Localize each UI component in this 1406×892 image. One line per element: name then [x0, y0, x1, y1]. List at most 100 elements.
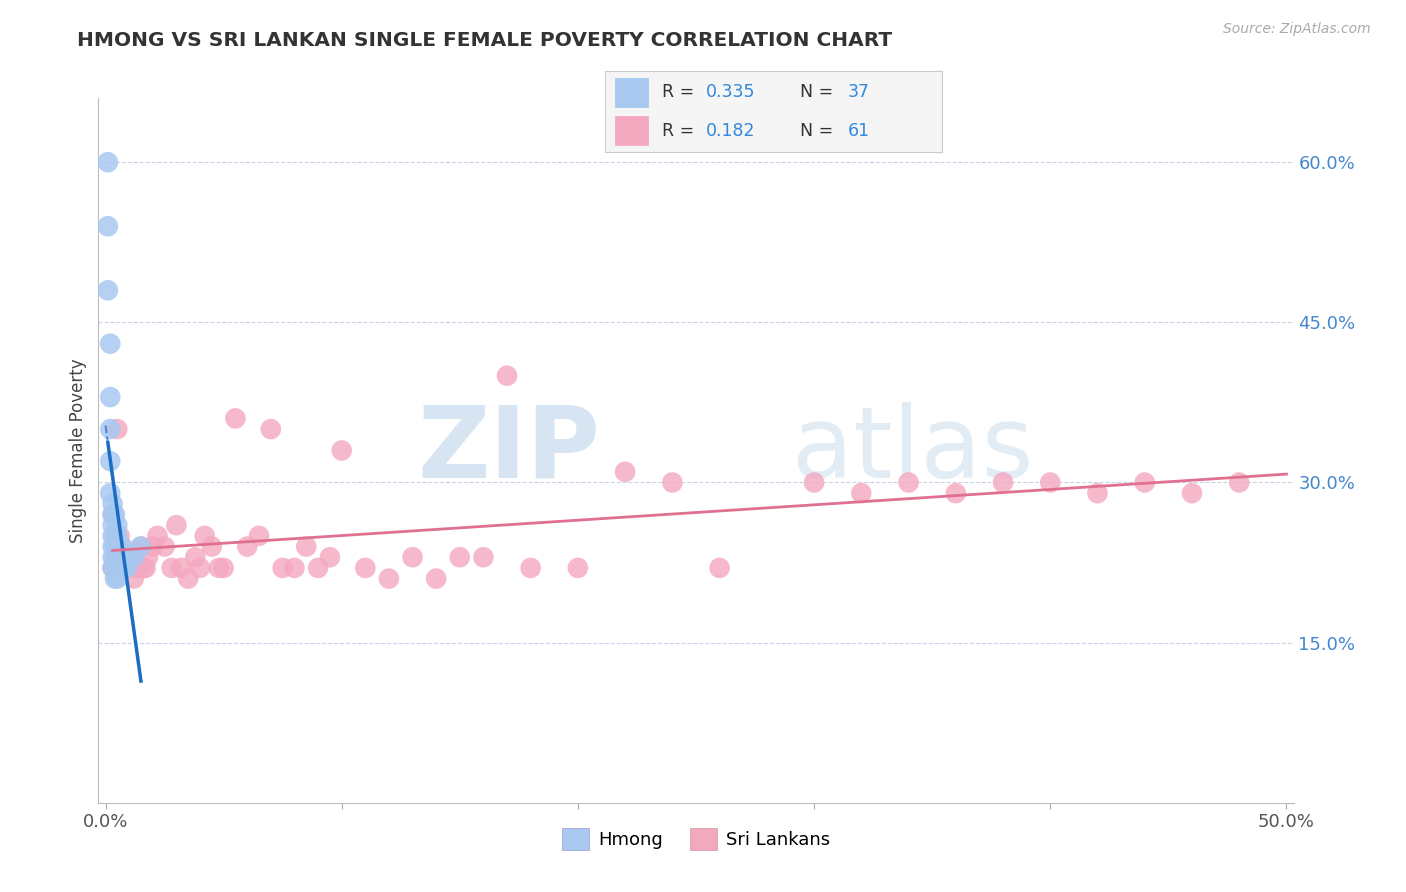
Point: [97, 219, 120, 234]
Text: N =: N =: [800, 122, 839, 140]
Point: [567, 561, 589, 575]
Point: [153, 540, 176, 554]
Point: [104, 572, 127, 586]
Text: atlas: atlas: [792, 402, 1033, 499]
Point: [142, 540, 165, 554]
Point: [98, 336, 121, 351]
Point: [101, 550, 124, 565]
Point: [201, 540, 224, 554]
Point: [614, 465, 637, 479]
Point: [105, 572, 128, 586]
Point: [101, 540, 124, 554]
Point: [108, 529, 131, 543]
Point: [104, 540, 127, 554]
Point: [97, 283, 120, 297]
Point: [991, 475, 1014, 490]
Point: [247, 529, 270, 543]
Point: [425, 572, 447, 586]
Point: [709, 561, 731, 575]
Point: [125, 561, 148, 575]
Point: [104, 529, 127, 543]
Point: [236, 540, 259, 554]
Point: [104, 508, 127, 522]
Point: [118, 550, 141, 565]
Point: [378, 572, 401, 586]
Point: [121, 561, 143, 575]
Bar: [614, 78, 648, 107]
Point: [115, 561, 138, 575]
Text: N =: N =: [800, 83, 839, 101]
Point: [661, 475, 683, 490]
Point: [165, 518, 187, 533]
Point: [519, 561, 541, 575]
Point: [118, 550, 141, 565]
Point: [184, 550, 207, 565]
Point: [307, 561, 329, 575]
Text: R =: R =: [662, 83, 700, 101]
Point: [449, 550, 471, 565]
Point: [111, 540, 134, 554]
Point: [354, 561, 377, 575]
Point: [108, 540, 131, 554]
Text: ZIP: ZIP: [418, 402, 600, 499]
Point: [108, 550, 131, 565]
Point: [135, 561, 157, 575]
Bar: [614, 116, 648, 145]
Point: [112, 561, 135, 575]
Point: [330, 443, 353, 458]
Text: 0.182: 0.182: [706, 122, 755, 140]
Point: [136, 550, 159, 565]
Point: [97, 155, 120, 169]
Point: [260, 422, 283, 436]
Legend: Hmong, Sri Lankans: Hmong, Sri Lankans: [554, 821, 838, 857]
Point: [319, 550, 342, 565]
Point: [803, 475, 825, 490]
Point: [105, 422, 128, 436]
Point: [101, 508, 124, 522]
Point: [112, 561, 135, 575]
Point: [98, 486, 121, 500]
Point: [105, 550, 128, 565]
Point: [101, 497, 124, 511]
Point: [104, 529, 127, 543]
Text: 0.335: 0.335: [706, 83, 755, 101]
Point: [129, 540, 152, 554]
Point: [111, 540, 134, 554]
Point: [224, 411, 246, 425]
Point: [122, 550, 145, 565]
Text: R =: R =: [662, 122, 700, 140]
Point: [101, 561, 124, 575]
Point: [1039, 475, 1062, 490]
Point: [160, 561, 183, 575]
Point: [101, 561, 124, 575]
Point: [1181, 486, 1204, 500]
Point: [496, 368, 519, 383]
Text: 37: 37: [848, 83, 869, 101]
Text: HMONG VS SRI LANKAN SINGLE FEMALE POVERTY CORRELATION CHART: HMONG VS SRI LANKAN SINGLE FEMALE POVERT…: [77, 31, 893, 50]
Point: [101, 518, 124, 533]
Point: [112, 550, 135, 565]
Text: Source: ZipAtlas.com: Source: ZipAtlas.com: [1223, 22, 1371, 37]
Point: [283, 561, 305, 575]
Point: [101, 529, 124, 543]
Point: [188, 561, 211, 575]
Point: [1227, 475, 1250, 490]
Point: [105, 561, 128, 575]
Point: [108, 561, 131, 575]
Point: [146, 529, 169, 543]
Point: [271, 561, 294, 575]
Point: [111, 561, 134, 575]
Point: [194, 529, 217, 543]
Point: [105, 529, 128, 543]
Point: [98, 390, 121, 404]
Point: [208, 561, 231, 575]
Point: [115, 561, 138, 575]
Point: [122, 572, 145, 586]
Point: [295, 540, 318, 554]
Point: [170, 561, 193, 575]
Point: [177, 572, 200, 586]
Point: [98, 454, 121, 468]
Point: [129, 540, 152, 554]
Point: [851, 486, 873, 500]
Point: [472, 550, 495, 565]
